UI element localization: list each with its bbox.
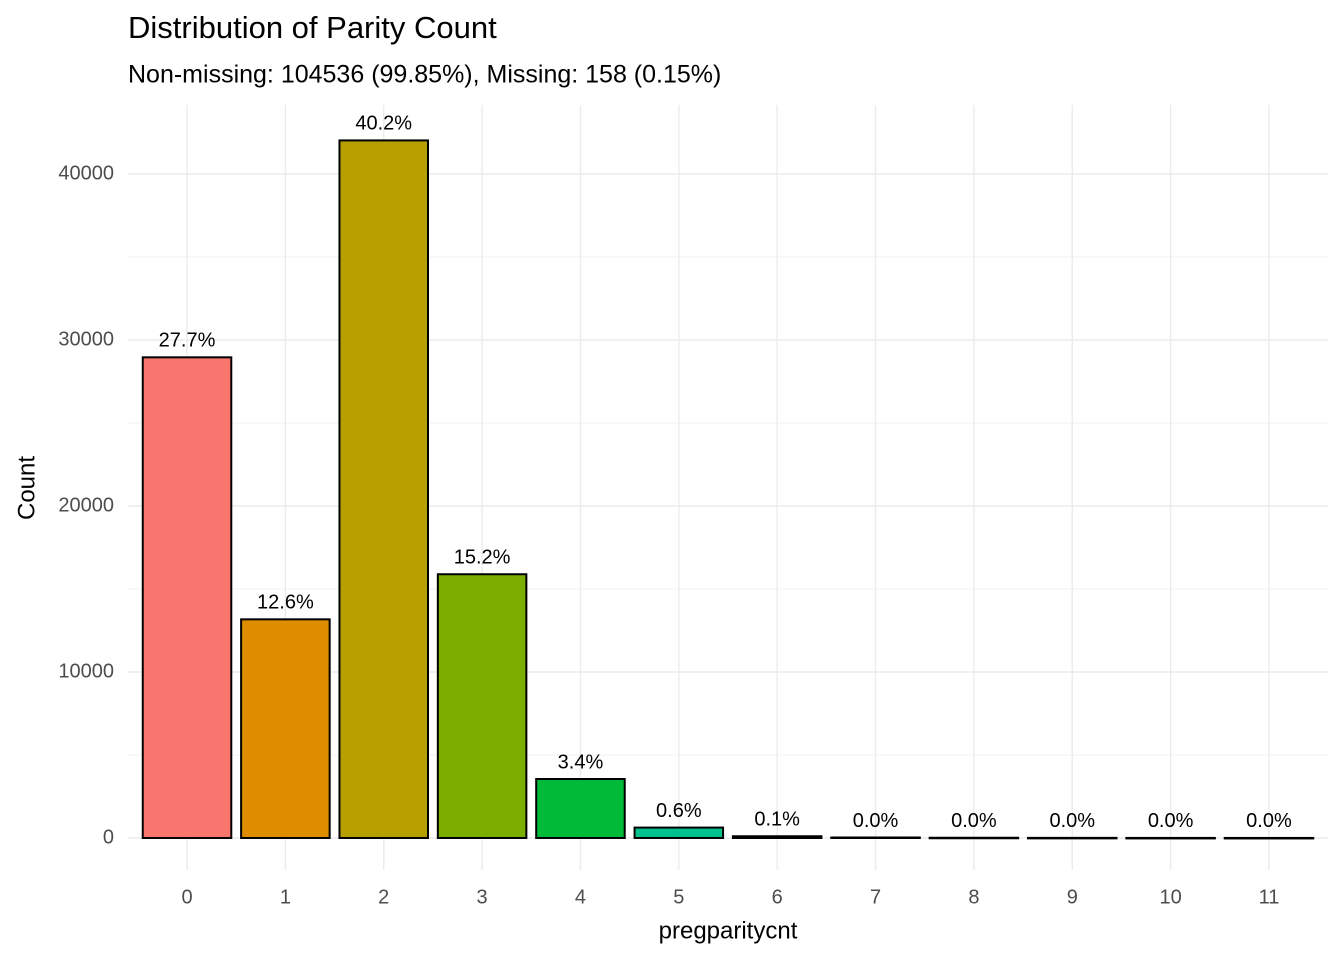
bar (731, 835, 823, 839)
chart-subtitle: Non-missing: 104536 (99.85%), Missing: 1… (128, 61, 721, 89)
x-tick-label: 10 (1159, 886, 1181, 908)
x-tick-label: 4 (575, 886, 586, 908)
value-label: 12.6% (257, 592, 314, 614)
x-tick-label: 9 (1067, 886, 1078, 908)
value-label: 27.7% (159, 330, 216, 352)
bar (141, 356, 233, 839)
y-axis-title: Count (13, 456, 40, 520)
y-tick-label: 20000 (58, 494, 114, 516)
x-tick-label: 7 (870, 886, 881, 908)
bar (240, 618, 331, 839)
value-label: 0.1% (754, 809, 800, 831)
y-tick-label: 10000 (58, 660, 114, 682)
bar (633, 826, 725, 839)
bar (436, 573, 528, 839)
y-tick-label: 0 (103, 826, 114, 848)
y-tick-label: 40000 (58, 162, 114, 184)
chart-title: Distribution of Parity Count (128, 10, 497, 45)
x-tick-label: 5 (673, 886, 684, 908)
x-tick-label: 11 (1259, 886, 1280, 908)
value-label: 0.0% (1246, 810, 1292, 832)
x-tick-label: 0 (181, 886, 192, 908)
bar (338, 139, 429, 839)
value-label: 15.2% (454, 547, 511, 569)
value-label: 0.0% (1049, 810, 1095, 832)
bar (535, 778, 626, 839)
bar (928, 836, 1020, 840)
value-label: 40.2% (355, 113, 412, 135)
value-label: 3.4% (558, 751, 604, 773)
x-tick-label: 6 (772, 886, 783, 908)
x-tick-label: 1 (280, 886, 291, 908)
x-tick-label: 3 (477, 886, 488, 908)
bar (1125, 836, 1216, 840)
x-axis-title: pregparitycnt (659, 917, 798, 944)
value-label: 0.0% (951, 810, 997, 832)
value-label: 0.6% (656, 800, 702, 822)
bar (1223, 836, 1315, 840)
value-label: 0.0% (853, 810, 899, 832)
bar (830, 836, 921, 839)
x-tick-label: 2 (378, 886, 389, 908)
x-tick-label: 8 (968, 886, 979, 908)
bar (1027, 836, 1118, 840)
y-tick-label: 30000 (58, 328, 114, 350)
value-label: 0.0% (1148, 810, 1194, 832)
